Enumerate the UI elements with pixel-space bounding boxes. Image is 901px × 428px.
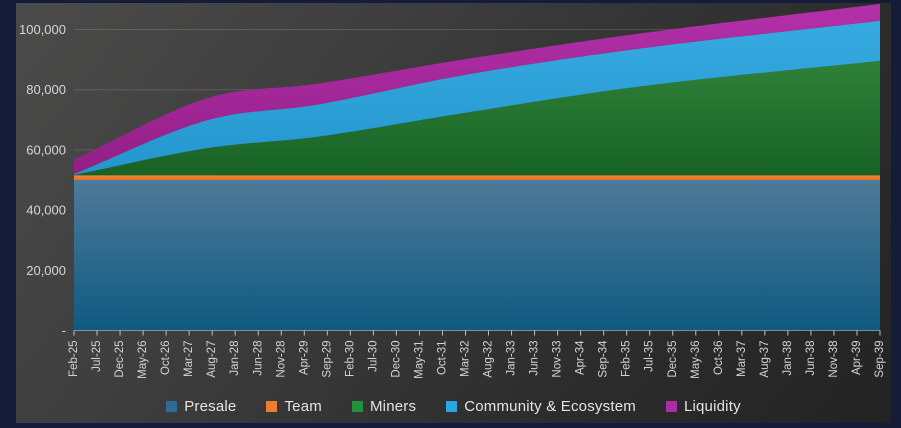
y-axis-tick-label: 80,000 xyxy=(26,82,66,97)
x-axis-tick-label: Dec-25 xyxy=(114,341,126,378)
stacked-area-chart: - 20,000 40,000 60,000 80,000 100,000 Feb-25 Ju… xyxy=(19,3,886,379)
x-axis-tick-label: Nov-38 xyxy=(828,341,840,378)
area-team xyxy=(74,175,880,180)
legend-item-team: Team xyxy=(266,397,322,415)
x-axis-tick-label: May-26 xyxy=(137,341,149,379)
x-axis-tick-label: Jul-25 xyxy=(91,341,103,372)
x-axis-tick-label: Oct-31 xyxy=(436,341,448,376)
x-axis-tick-label: Mar-32 xyxy=(460,341,472,377)
x-axis-tick-label: May-31 xyxy=(413,341,425,379)
x-axis-tick-label: Apr-34 xyxy=(575,340,587,375)
legend-label: Community & Ecosystem xyxy=(464,397,636,415)
x-axis-tick-label: Jun-28 xyxy=(252,341,264,376)
x-axis-tick-label: Jul-35 xyxy=(644,341,656,372)
x-axis-tick-label: Feb-25 xyxy=(68,341,80,377)
legend-swatch-icon xyxy=(166,400,178,412)
x-axis-tick-label: Feb-30 xyxy=(344,341,356,377)
x-axis-tick-label: Sep-34 xyxy=(598,340,610,378)
x-axis-tick-label: May-36 xyxy=(690,341,702,379)
legend-swatch-icon xyxy=(446,400,458,412)
x-axis-tick-label: Jan-38 xyxy=(782,341,794,376)
x-axis-tick-label: Dec-35 xyxy=(667,341,679,378)
x-axis-tick-label: Oct-36 xyxy=(713,341,725,376)
legend-swatch-icon xyxy=(665,400,677,412)
legend-swatch-icon xyxy=(266,400,278,412)
y-axis-tick-label: 100,000 xyxy=(19,22,66,37)
area-miners xyxy=(74,60,880,176)
x-axis-tick-label: Aug-27 xyxy=(206,341,218,378)
legend-label: Team xyxy=(284,397,322,415)
x-axis-tick-label: Jan-28 xyxy=(229,341,241,376)
x-axis-tick-label: Sep-29 xyxy=(321,341,333,378)
legend-item-community-ecosystem: Community & Ecosystem xyxy=(446,398,636,415)
legend-label: Miners xyxy=(369,397,417,415)
area-liquidity xyxy=(74,3,880,175)
x-axis-tick-label: Jul-30 xyxy=(367,341,379,372)
x-axis-tick-label: Dec-30 xyxy=(390,341,402,378)
legend-item-miners: Miners xyxy=(351,397,417,415)
area-community-ecosystem xyxy=(74,20,880,175)
y-axis-tick-label: - xyxy=(62,323,66,338)
x-axis-tick-label: Sep-39 xyxy=(874,341,886,378)
x-axis-tick-label: Mar-37 xyxy=(736,341,748,377)
legend-swatch-icon xyxy=(351,400,363,412)
chart-panel: - 20,000 40,000 60,000 80,000 100,000 Feb-25 Ju… xyxy=(16,3,891,423)
x-axis-tick-label: Nov-28 xyxy=(275,341,287,378)
x-axis-tick-label: Aug-32 xyxy=(483,341,495,378)
legend-label: Liquidity xyxy=(683,397,741,415)
area-presale xyxy=(74,180,880,331)
x-axis-tick-label: Feb-35 xyxy=(621,341,633,377)
x-axis-tick-label: Nov-33 xyxy=(552,341,564,378)
legend-item-presale: Presale xyxy=(166,398,236,415)
x-axis-tick-label: Apr-29 xyxy=(298,341,310,376)
x-axis-tick-label: Oct-26 xyxy=(160,341,172,376)
legend-item-liquidity: Liquidity xyxy=(665,397,741,415)
x-axis-tick-label: Mar-27 xyxy=(183,341,195,377)
y-axis-tick-label: 20,000 xyxy=(26,263,66,278)
x-axis-tick-label: Jun-38 xyxy=(805,341,817,376)
y-axis-tick-label: 60,000 xyxy=(26,142,66,157)
x-axis-tick-label: Aug-37 xyxy=(759,341,771,378)
y-axis-tick-label: 40,000 xyxy=(26,203,66,218)
x-axis-tick-label: Jan-33 xyxy=(506,341,518,376)
x-axis-tick-label: Jun-33 xyxy=(529,341,541,376)
legend-label: Presale xyxy=(184,397,237,415)
x-axis-tick-label: Apr-39 xyxy=(851,341,863,376)
chart-legend: Presale Team Miners Community & Ecosystem Li… xyxy=(16,395,891,417)
